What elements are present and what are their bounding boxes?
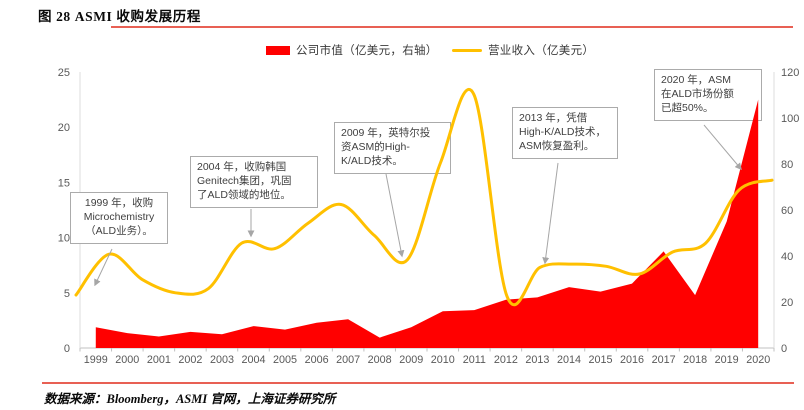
annotation-2009: 2009 年，英特尔投 资ASM的High- K/ALD技术。 <box>334 122 451 174</box>
svg-text:15: 15 <box>58 177 70 189</box>
legend-item-revenue: 营业收入（亿美元） <box>452 42 594 58</box>
revenue-swatch-icon <box>452 48 482 52</box>
x-axis-labels: 1999 2000 2001 2002 2003 2004 2005 2006 2007 2008… <box>84 354 770 366</box>
svg-text:2014: 2014 <box>557 354 581 366</box>
svg-text:10: 10 <box>58 233 70 245</box>
svg-text:2012: 2012 <box>494 354 518 366</box>
svg-text:2004: 2004 <box>241 354 265 366</box>
svg-text:2020: 2020 <box>746 354 770 366</box>
svg-text:2006: 2006 <box>305 354 329 366</box>
market-cap-swatch-icon <box>266 45 290 55</box>
svg-text:2019: 2019 <box>715 354 739 366</box>
svg-text:2017: 2017 <box>652 354 676 366</box>
svg-text:2002: 2002 <box>178 354 202 366</box>
annotation-1999: 1999 年，收购 Microchemistry （ALD业务）。 <box>70 192 168 244</box>
left-axis-labels: 0 5 10 15 20 25 <box>58 67 70 355</box>
svg-text:20: 20 <box>58 122 70 134</box>
svg-text:5: 5 <box>64 288 70 300</box>
svg-text:0: 0 <box>64 343 70 355</box>
svg-text:60: 60 <box>781 205 793 217</box>
svg-text:0: 0 <box>781 343 787 355</box>
svg-text:120: 120 <box>781 67 799 79</box>
svg-text:2003: 2003 <box>210 354 234 366</box>
legend-label-market-cap: 公司市值（亿美元，右轴） <box>296 45 438 57</box>
legend-item-market-cap: 公司市值（亿美元，右轴） <box>266 42 438 58</box>
svg-text:2015: 2015 <box>588 354 612 366</box>
svg-text:2010: 2010 <box>431 354 455 366</box>
title-divider <box>111 26 793 29</box>
svg-text:2013: 2013 <box>525 354 549 366</box>
legend-label-revenue: 营业收入（亿美元） <box>488 45 595 57</box>
svg-text:2009: 2009 <box>399 354 423 366</box>
svg-text:2016: 2016 <box>620 354 644 366</box>
footer-divider <box>42 382 794 384</box>
right-axis-labels: 0 20 40 60 80 100 120 <box>781 67 799 355</box>
svg-text:2018: 2018 <box>683 354 707 366</box>
svg-text:1999: 1999 <box>84 354 108 366</box>
svg-text:2005: 2005 <box>273 354 297 366</box>
svg-text:40: 40 <box>781 251 793 263</box>
data-source: 数据来源：Bloomberg，ASMI 官网，上海证券研究所 <box>44 392 336 406</box>
svg-text:20: 20 <box>781 297 793 309</box>
annotation-2013: 2013 年，凭借 High-K/ALD技术， ASM恢复盈利。 <box>512 107 618 159</box>
svg-text:2011: 2011 <box>463 354 486 366</box>
svg-text:2007: 2007 <box>336 354 360 366</box>
svg-text:2000: 2000 <box>115 354 139 366</box>
svg-text:2001: 2001 <box>147 354 171 366</box>
svg-text:25: 25 <box>58 67 70 79</box>
annotation-2020: 2020 年，ASM 在ALD市场份额 已超50%。 <box>654 69 762 121</box>
annotation-2004: 2004 年，收购韩国 Genitech集团，巩固 了ALD领域的地位。 <box>190 156 318 208</box>
svg-text:2008: 2008 <box>368 354 392 366</box>
svg-text:80: 80 <box>781 159 793 171</box>
figure-title: 图 28 ASMI 收购发展历程 <box>38 9 201 24</box>
svg-text:100: 100 <box>781 113 799 125</box>
